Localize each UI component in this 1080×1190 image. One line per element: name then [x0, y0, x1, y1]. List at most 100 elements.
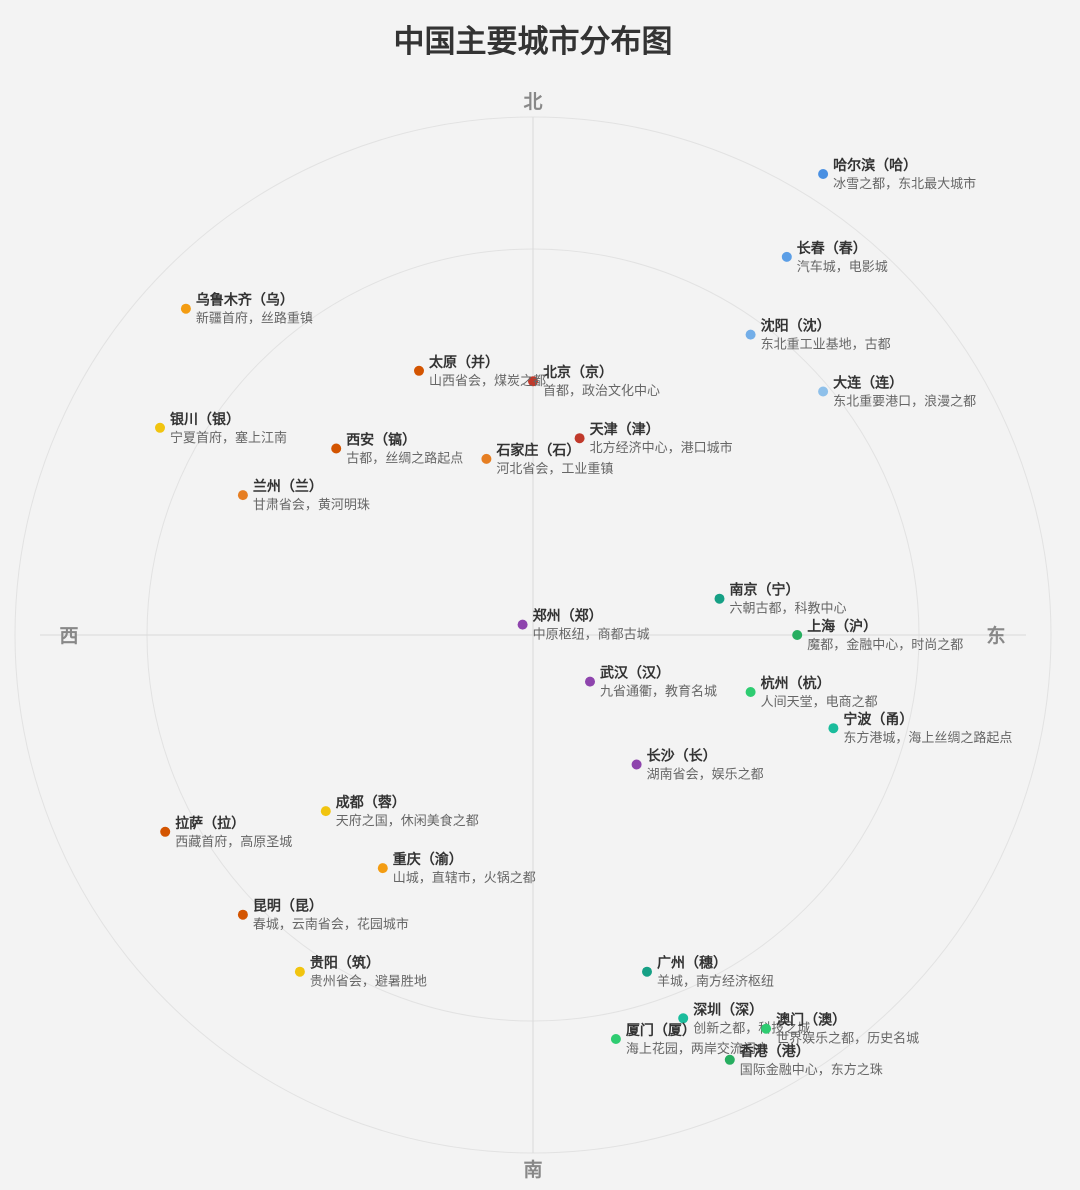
- city-description-label: 冰雪之都，东北最大城市: [833, 176, 976, 192]
- city-name-label: 成都（蓉）: [336, 794, 406, 811]
- city-point: 北京（京） 首都，政治文化中心: [528, 364, 660, 399]
- city-point: 昆明（昆） 春城，云南省会，花园城市: [237, 899, 409, 933]
- city-marker: [294, 966, 305, 977]
- city-marker: [574, 433, 585, 444]
- city-point: 成都（蓉） 天府之国，休闲美食之都: [320, 794, 479, 829]
- city-description-label: 中原枢纽，商都古城: [533, 628, 650, 643]
- city-name-label: 南京（宁）: [730, 582, 800, 599]
- city-name-label: 天津（津）: [590, 421, 660, 438]
- city-name-label: 郑州（郑）: [533, 608, 603, 625]
- city-name-label: 银川（银）: [170, 411, 240, 428]
- city-point: 贵阳（筑） 贵州省会，避暑胜地: [294, 955, 427, 990]
- city-description-label: 世界娱乐之都，历史名城: [776, 1031, 919, 1047]
- city-marker: [642, 966, 652, 977]
- city-description-label: 东北重工业基地，古都: [761, 337, 891, 353]
- city-name-label: 厦门（厦）: [626, 1022, 696, 1039]
- city-marker: [745, 329, 756, 340]
- city-name-label: 长沙（长）: [647, 748, 717, 765]
- city-marker: [678, 1013, 689, 1024]
- city-description-label: 首都，政治文化中心: [543, 384, 660, 399]
- city-point: 上海（沪） 魔都，金融中心，时尚之都: [792, 618, 963, 653]
- city-marker: [414, 365, 424, 376]
- city-name-label: 北京（京）: [543, 364, 613, 381]
- city-name-label: 香港（港）: [739, 1043, 810, 1060]
- city-point: 广州（穗） 羊城，南方经济枢纽: [642, 955, 774, 990]
- city-point: 长春（春） 汽车城，电影城: [781, 240, 888, 275]
- city-name-label: 广州（穗）: [657, 955, 727, 972]
- city-description-label: 羊城，南方经济枢纽: [657, 974, 774, 990]
- city-name-label: 兰州（兰）: [253, 478, 323, 495]
- city-description-label: 西藏首府，高原圣城: [175, 834, 292, 850]
- city-point: 香港（港） 国际金融中心，东方之珠: [724, 1043, 883, 1078]
- city-point: 武汉（汉） 九省通衢，教育名城: [585, 665, 717, 700]
- city-marker: [818, 386, 829, 397]
- chart-title: 中国主要城市分布图: [394, 24, 673, 60]
- city-point: 郑州（郑） 中原枢纽，商都古城: [517, 608, 650, 643]
- city-point: 重庆（渝） 山城，直辖市，火锅之都: [377, 851, 536, 886]
- city-name-label: 澳门（澳）: [776, 1012, 846, 1029]
- city-marker: [320, 806, 331, 817]
- city-marker: [714, 593, 725, 604]
- city-name-label: 杭州（杭）: [761, 675, 831, 692]
- city-description-label: 北方经济中心，港口城市: [590, 440, 733, 456]
- city-point: 长沙（长） 湖南省会，娱乐之都: [631, 748, 764, 783]
- city-name-label: 拉萨（拉）: [175, 815, 245, 832]
- city-name-label: 乌鲁木齐（乌）: [196, 292, 294, 309]
- city-point: 石家庄（石） 河北省会，工业重镇: [481, 442, 613, 477]
- city-description-label: 东方港城，海上丝绸之路起点: [843, 730, 1012, 746]
- city-name-label: 哈尔滨（哈）: [833, 157, 917, 174]
- city-marker: [481, 453, 492, 464]
- city-point: 兰州（兰） 甘肃省会，黄河明珠: [237, 478, 370, 513]
- polar-grid: [14, 116, 1052, 1154]
- city-point: 沈阳（沈） 东北重工业基地，古都: [745, 318, 891, 353]
- city-point: 哈尔滨（哈） 冰雪之都，东北最大城市: [818, 157, 976, 192]
- city-point: 太原（并） 山西省会，煤炭之都: [414, 354, 546, 389]
- city-marker: [828, 723, 839, 734]
- city-marker: [237, 909, 248, 920]
- city-name-label: 西安（镐）: [346, 432, 416, 449]
- city-marker: [792, 630, 803, 640]
- city-marker: [160, 826, 171, 837]
- city-description-label: 汽车城，电影城: [797, 259, 888, 275]
- city-description-label: 贵州省会，避暑胜地: [310, 975, 427, 990]
- city-description-label: 创新之都，科技之城: [693, 1020, 810, 1036]
- city-marker: [585, 676, 595, 687]
- city-name-label: 武汉（汉）: [600, 665, 670, 682]
- city-description-label: 湖南省会，娱乐之都: [647, 767, 764, 783]
- city-description-label: 宁夏首府，塞上江南: [170, 430, 287, 446]
- city-name-label: 沈阳（沈）: [761, 318, 831, 335]
- city-description-label: 甘肃省会，黄河明珠: [253, 498, 370, 513]
- city-point: 银川（银） 宁夏首府，塞上江南: [155, 411, 287, 446]
- city-marker: [818, 169, 829, 179]
- city-point: 宁波（甬） 东方港城，海上丝绸之路起点: [828, 711, 1012, 746]
- city-point: 拉萨（拉） 西藏首府，高原圣城: [160, 815, 292, 850]
- city-description-label: 九省通衢，教育名城: [600, 684, 717, 700]
- city-marker: [745, 687, 756, 697]
- city-description-label: 魔都，金融中心，时尚之都: [807, 637, 963, 653]
- city-name-label: 长春（春）: [797, 240, 867, 257]
- city-description-label: 古都，丝绸之路起点: [346, 451, 463, 467]
- city-name-label: 大连（连）: [833, 375, 903, 392]
- city-name-label: 上海（沪）: [807, 618, 877, 635]
- city-marker: [761, 1023, 772, 1034]
- city-name-label: 重庆（渝）: [393, 851, 463, 868]
- city-description-label: 国际金融中心，东方之珠: [740, 1062, 883, 1078]
- city-description-label: 海上花园，两岸交流门户: [626, 1041, 769, 1057]
- city-point: 天津（津） 北方经济中心，港口城市: [574, 421, 733, 456]
- city-description-label: 六朝古都，科教中心: [730, 601, 847, 617]
- city-name-label: 太原（并）: [429, 354, 499, 371]
- city-point: 大连（连） 东北重要港口，浪漫之都: [818, 375, 976, 410]
- city-point: 南京（宁） 六朝古都，科教中心: [714, 582, 847, 617]
- city-marker: [781, 251, 792, 262]
- city-point: 西安（镐） 古都，丝绸之路起点: [331, 432, 463, 467]
- city-point: 杭州（杭） 人间天堂，电商之都: [745, 675, 878, 710]
- city-point: 乌鲁木齐（乌） 新疆首府，丝路重镇: [180, 292, 313, 327]
- city-marker: [517, 619, 528, 630]
- city-description-label: 春城，云南省会，花园城市: [253, 917, 409, 933]
- city-description-label: 新疆首府，丝路重镇: [196, 311, 313, 327]
- city-name-label: 昆明（昆）: [253, 899, 323, 915]
- city-name-label: 宁波（甬）: [843, 711, 913, 728]
- city-marker: [528, 376, 538, 387]
- city-point: 澳门（澳） 世界娱乐之都，历史名城: [761, 1012, 919, 1047]
